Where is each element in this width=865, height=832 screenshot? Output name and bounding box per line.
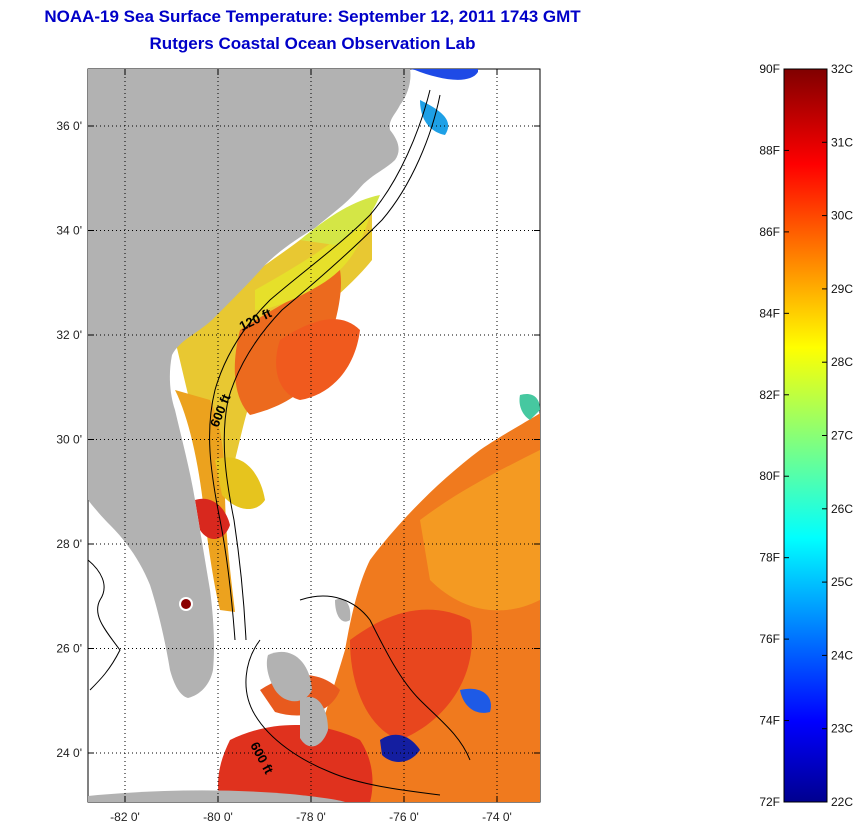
bathymetry-contours <box>88 89 471 796</box>
lon-tick-label: -80 0' <box>203 810 233 824</box>
colorbar-fahrenheit-scale: 90F 88F 86F 84F 82F 80F 78F 76F 74F 72F <box>759 62 789 809</box>
colorbar-c-label: 24C <box>831 648 853 662</box>
map-content: 120 ft 600 ft 600 ft <box>88 69 540 802</box>
lat-tick-label: 26 0' <box>56 642 82 656</box>
colorbar-c-label: 28C <box>831 355 853 369</box>
lat-tick-label: 34 0' <box>56 224 82 238</box>
colorbar-c-label: 27C <box>831 429 853 443</box>
colorbar-c-label: 25C <box>831 575 853 589</box>
lon-tick-label: -76 0' <box>389 810 419 824</box>
colorbar-f-label: 74F <box>759 714 780 728</box>
colorbar-f-label: 78F <box>759 551 780 565</box>
colorbar-c-label: 29C <box>831 282 853 296</box>
colorbar-f-label: 84F <box>759 306 780 320</box>
colorbar-f-label: 90F <box>759 62 780 76</box>
map-title: NOAA-19 Sea Surface Temperature: Septemb… <box>44 7 581 26</box>
colorbar-c-label: 22C <box>831 795 853 809</box>
map-grid <box>88 69 540 802</box>
colorbar-c-label: 30C <box>831 209 853 223</box>
colorbar-f-label: 86F <box>759 225 780 239</box>
lat-tick-label: 30 0' <box>56 433 82 447</box>
latitude-axis: 24 0' 26 0' 28 0' 30 0' 32 0' 34 0' 36 0' <box>56 119 540 760</box>
colorbar-c-label: 31C <box>831 135 853 149</box>
colorbar-c-label: 32C <box>831 62 853 76</box>
colorbar-c-label: 26C <box>831 502 853 516</box>
lat-tick-label: 24 0' <box>56 746 82 760</box>
colorbar <box>783 68 828 803</box>
longitude-axis: -82 0' -80 0' -78 0' -76 0' -74 0' <box>110 69 512 824</box>
lat-tick-label: 32 0' <box>56 328 82 342</box>
colorbar-f-label: 88F <box>759 143 780 157</box>
colorbar-f-label: 82F <box>759 388 780 402</box>
colorbar-f-label: 80F <box>759 469 780 483</box>
lon-tick-label: -74 0' <box>482 810 512 824</box>
colorbar-celsius-scale: 32C 31C 30C 29C 28C 27C 26C 25C 24C 23C 22C <box>822 62 853 809</box>
land <box>88 69 411 802</box>
sst-field <box>175 69 540 802</box>
lon-tick-label: -82 0' <box>110 810 140 824</box>
colorbar-c-label: 23C <box>831 722 853 736</box>
lon-tick-label: -78 0' <box>296 810 326 824</box>
map-subtitle: Rutgers Coastal Ocean Observation Lab <box>149 34 476 53</box>
lat-tick-label: 28 0' <box>56 537 82 551</box>
colorbar-f-label: 72F <box>759 795 780 809</box>
colorbar-f-label: 76F <box>759 632 780 646</box>
lat-tick-label: 36 0' <box>56 119 82 133</box>
